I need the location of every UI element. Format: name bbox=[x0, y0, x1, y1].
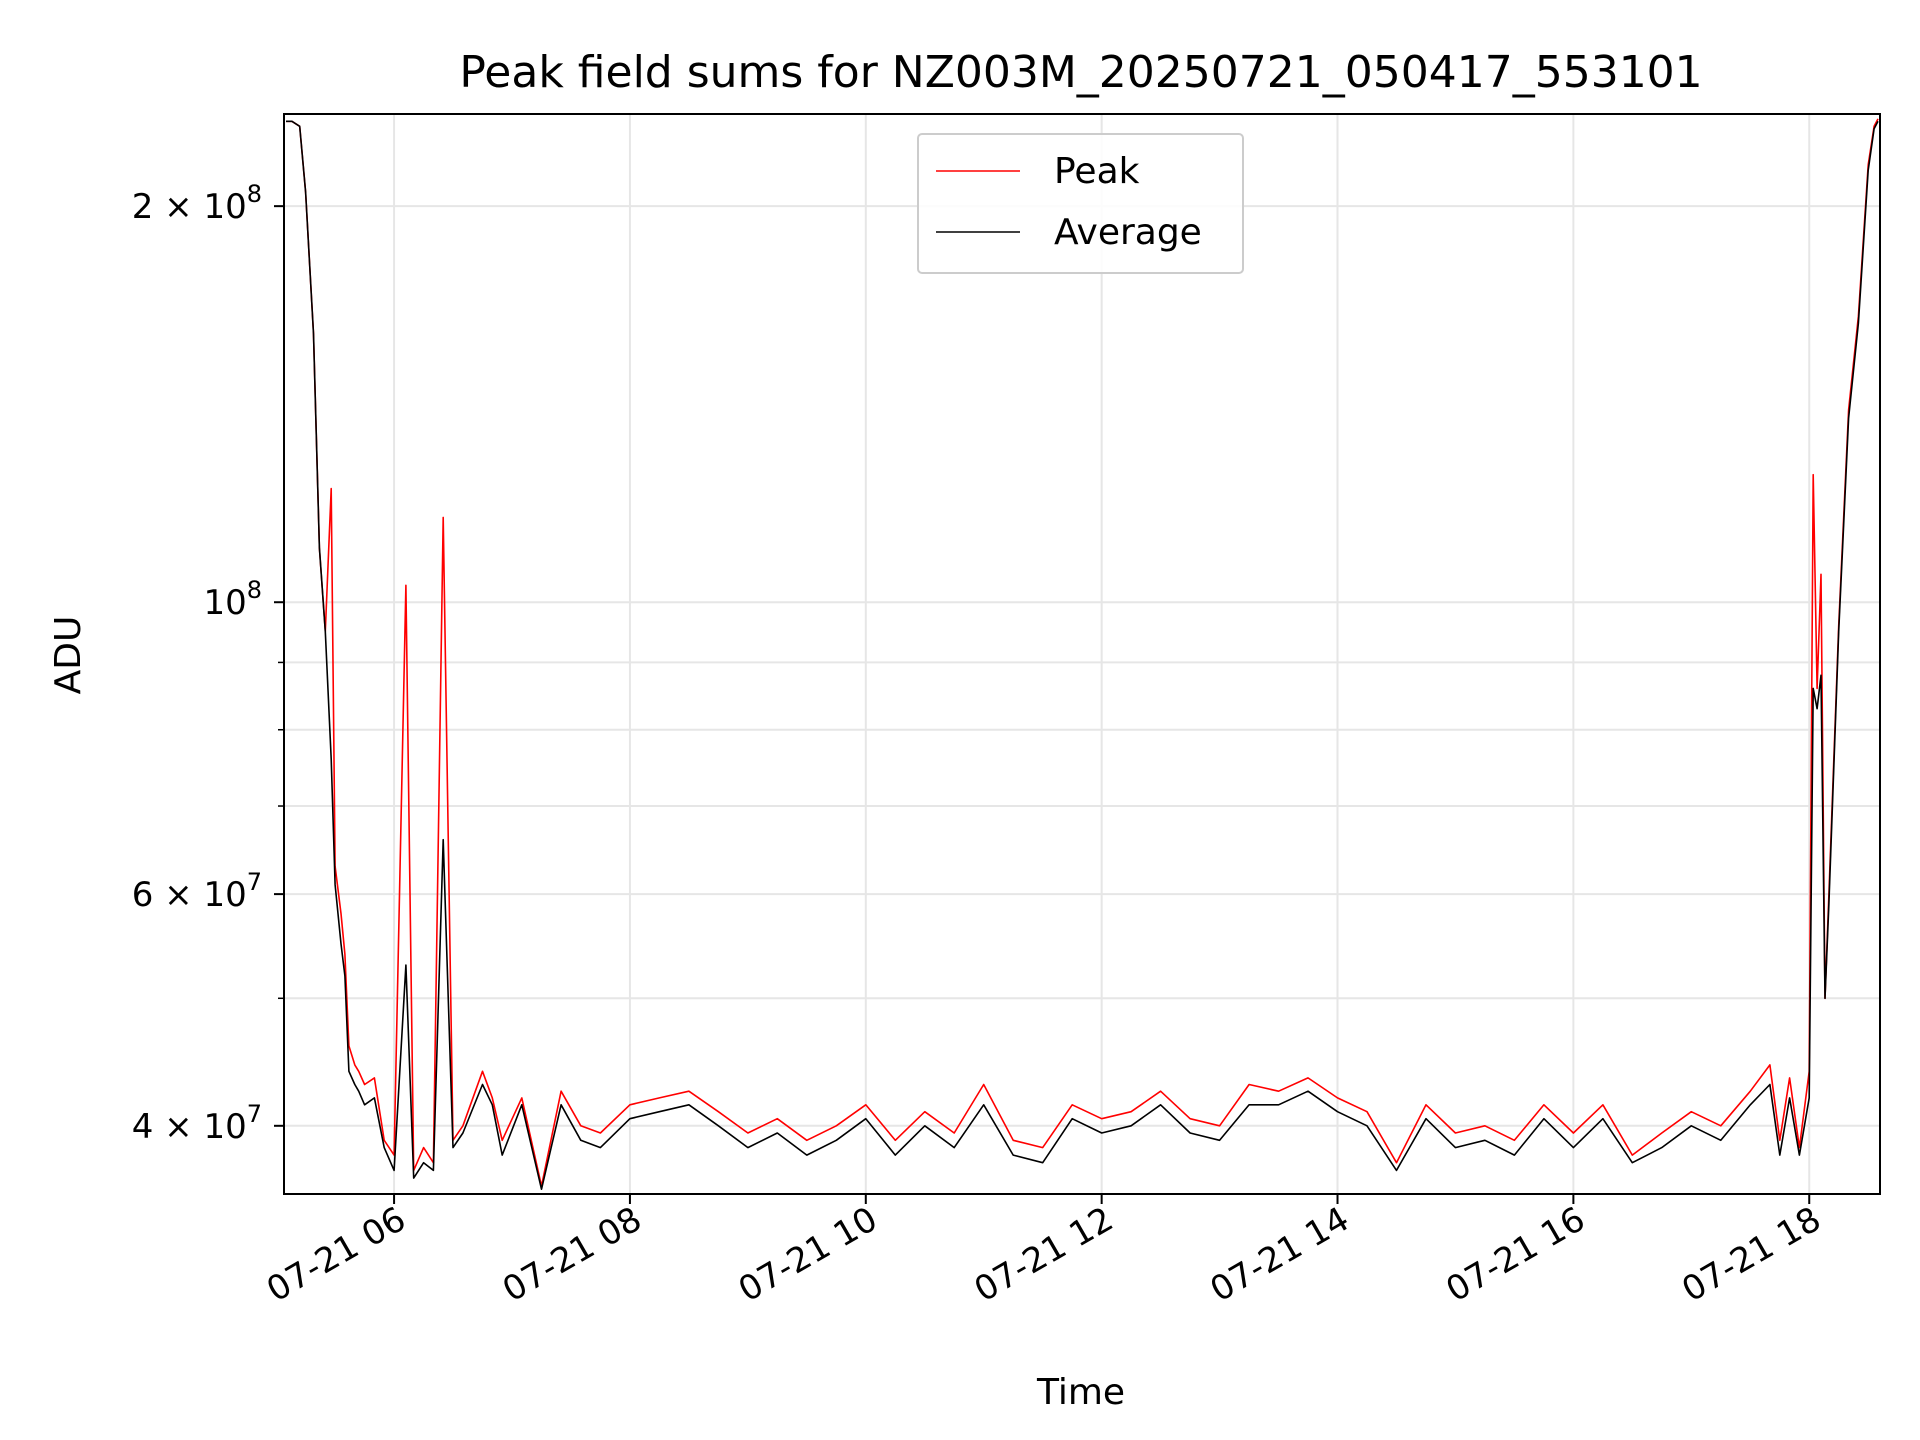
grid bbox=[284, 114, 1880, 1194]
legend: Peak Average bbox=[917, 133, 1244, 274]
legend-frame bbox=[917, 133, 1244, 274]
y-tick-base: 10 bbox=[203, 583, 246, 623]
y-tick-base: 6 × 10 bbox=[132, 875, 247, 915]
y-tick-label: 108 bbox=[203, 576, 262, 623]
y-tick-label: 6 × 107 bbox=[132, 868, 262, 915]
y-tick-exponent: 8 bbox=[247, 576, 262, 604]
legend-average-label: Average bbox=[1054, 212, 1202, 253]
legend-peak-label: Peak bbox=[1054, 151, 1140, 192]
series-layer bbox=[286, 118, 1879, 1190]
series-line-peak bbox=[286, 118, 1879, 1187]
y-tick-label: 4 × 107 bbox=[132, 1100, 262, 1147]
y-tick-exponent: 7 bbox=[247, 1100, 262, 1128]
y-tick-exponent: 7 bbox=[247, 868, 262, 896]
plot-frame bbox=[283, 113, 1881, 1195]
y-axis-label: ADU bbox=[48, 616, 89, 695]
series-line-average bbox=[286, 120, 1879, 1190]
y-tick-label: 2 × 108 bbox=[132, 180, 262, 227]
chart-title: Peak field sums for NZ003M_20250721_0504… bbox=[459, 47, 1702, 98]
x-axis-label: Time bbox=[1036, 1372, 1125, 1413]
y-tick-exponent: 8 bbox=[247, 180, 262, 208]
y-tick-base: 2 × 10 bbox=[132, 187, 247, 227]
y-tick-base: 4 × 10 bbox=[132, 1107, 247, 1147]
